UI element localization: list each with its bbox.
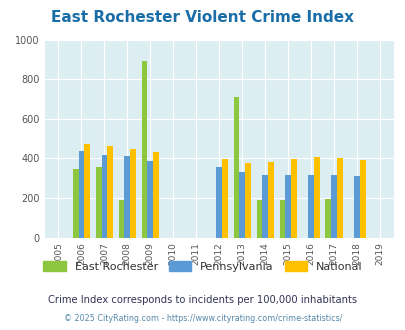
Bar <box>267 162 273 238</box>
Bar <box>84 144 90 238</box>
Bar <box>216 167 222 238</box>
Bar <box>107 146 113 238</box>
Legend: East Rochester, Pennsylvania, National: East Rochester, Pennsylvania, National <box>43 261 362 272</box>
Bar <box>290 159 296 238</box>
Bar <box>359 160 365 238</box>
Bar <box>141 61 147 238</box>
Bar <box>256 200 262 238</box>
Text: Crime Index corresponds to incidents per 100,000 inhabitants: Crime Index corresponds to incidents per… <box>48 295 357 305</box>
Bar <box>222 159 227 238</box>
Bar <box>130 148 136 238</box>
Bar <box>245 163 250 238</box>
Text: East Rochester Violent Crime Index: East Rochester Violent Crime Index <box>51 10 354 25</box>
Bar <box>124 156 130 238</box>
Text: © 2025 CityRating.com - https://www.cityrating.com/crime-statistics/: © 2025 CityRating.com - https://www.city… <box>64 314 341 323</box>
Bar <box>325 199 330 238</box>
Bar <box>353 176 359 238</box>
Bar <box>313 157 319 238</box>
Bar <box>262 175 267 238</box>
Bar <box>153 152 158 238</box>
Bar <box>239 172 245 238</box>
Bar <box>307 175 313 238</box>
Bar <box>285 175 290 238</box>
Bar <box>147 161 153 238</box>
Bar <box>336 158 342 238</box>
Bar <box>330 175 336 238</box>
Bar <box>101 155 107 238</box>
Bar <box>233 97 239 238</box>
Bar <box>72 169 78 238</box>
Bar <box>279 200 285 238</box>
Bar <box>96 167 101 238</box>
Bar <box>118 200 124 238</box>
Bar <box>78 151 84 238</box>
